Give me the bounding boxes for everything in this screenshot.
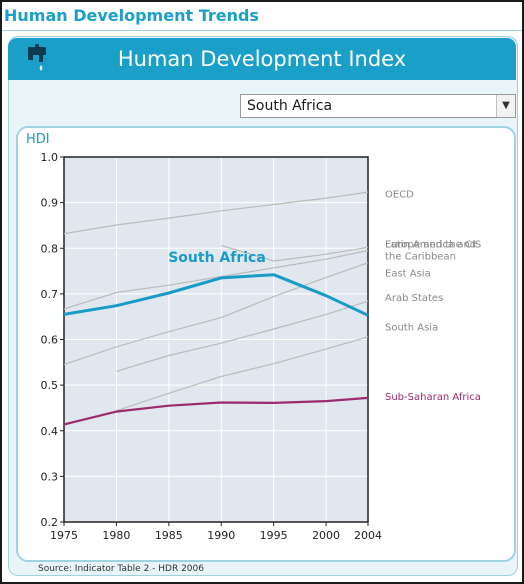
tap-icon [28, 44, 46, 71]
region-select-value: South Africa [247, 98, 333, 114]
title-divider [2, 30, 522, 31]
panel-header: Human Development Index [8, 38, 516, 80]
chart-panel [16, 126, 516, 562]
y-axis-title: HDI [26, 132, 50, 147]
region-select[interactable]: South Africa ▼ [240, 94, 516, 118]
page-title: Human Development Trends [4, 6, 259, 25]
source-note: Source: Indicator Table 2 - HDR 2006 [38, 564, 204, 574]
chevron-down-icon[interactable]: ▼ [496, 95, 515, 117]
panel-title: Human Development Index [117, 47, 407, 71]
